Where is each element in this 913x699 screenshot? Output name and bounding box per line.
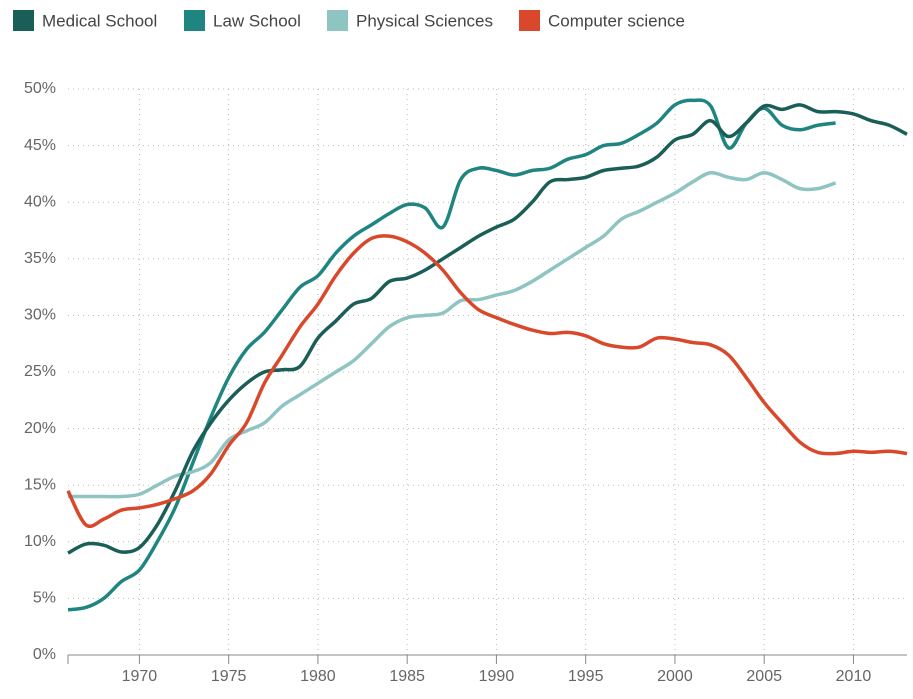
series-line — [67, 98, 836, 612]
series-line — [68, 170, 837, 499]
x-tick-label: 1995 — [568, 668, 604, 685]
x-tick-label: 1970 — [122, 668, 158, 685]
x-tick-label: 1980 — [300, 668, 336, 685]
y-tick-label: 0% — [33, 646, 56, 663]
x-tick-label: 2005 — [746, 668, 782, 685]
legend-label: Computer science — [548, 11, 685, 30]
x-tick-label: 1990 — [479, 668, 515, 685]
legend-swatch — [327, 10, 348, 31]
legend-swatch — [13, 10, 34, 31]
y-tick-label: 35% — [24, 250, 56, 267]
y-tick-label: 30% — [24, 307, 56, 324]
series-line — [67, 103, 908, 555]
legend-swatch — [184, 10, 205, 31]
x-tick-label: 1985 — [389, 668, 425, 685]
legend-label: Law School — [213, 11, 301, 30]
legend-label: Physical Sciences — [356, 11, 493, 30]
y-tick-label: 5% — [33, 590, 56, 607]
y-tick-label: 40% — [24, 193, 56, 210]
y-tick-label: 20% — [24, 420, 56, 437]
y-tick-label: 10% — [24, 533, 56, 550]
y-tick-label: 50% — [24, 80, 56, 97]
y-tick-label: 15% — [24, 476, 56, 493]
x-tick-label: 1975 — [211, 668, 247, 685]
legend-swatch — [519, 10, 540, 31]
y-tick-label: 45% — [24, 137, 56, 154]
x-tick-label: 2010 — [836, 668, 872, 685]
x-tick-label: 2000 — [657, 668, 693, 685]
y-tick-label: 25% — [24, 363, 56, 380]
legend-label: Medical School — [42, 11, 157, 30]
legend: Medical School Law School Physical Science… — [13, 10, 685, 31]
series-line — [66, 234, 908, 529]
